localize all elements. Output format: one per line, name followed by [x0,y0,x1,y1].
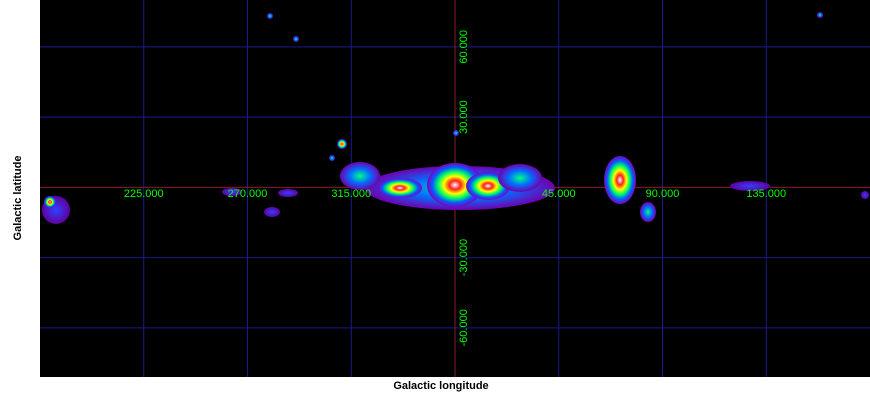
x-axis-label: Galactic longitude [393,380,488,392]
y-tick-label: -30.000 [458,239,470,276]
x-tick-label: 225.000 [124,188,164,200]
emission-blob [861,191,869,199]
emission-blob [378,178,422,198]
emission-blob [293,36,299,42]
emission-blob [817,12,823,18]
x-tick-label: 270.000 [228,188,268,200]
y-tick-label: 60.000 [458,30,470,64]
x-tick-label: 135.000 [746,188,786,200]
emission-blob [329,155,335,161]
y-tick-label: 30.000 [458,100,470,134]
emission-blob [337,139,347,149]
emission-blob [604,156,636,204]
emission-blob [267,13,273,19]
y-tick-label: -60.000 [458,309,470,346]
emission-blob [278,189,298,197]
x-tick-label: 45.000 [542,188,576,200]
x-tick-label: 315.000 [331,188,371,200]
emission-blob [264,207,280,217]
emission-blob [498,164,542,192]
chart: 225.000 270.000 315.000 45.000 90.000 135.000… [0,0,870,393]
emission-blob [640,202,656,222]
y-axis-label: Galactic latitude [12,156,24,241]
emission-blob [44,196,56,208]
x-tick-label: 90.000 [646,188,680,200]
emission-blob [340,162,380,190]
